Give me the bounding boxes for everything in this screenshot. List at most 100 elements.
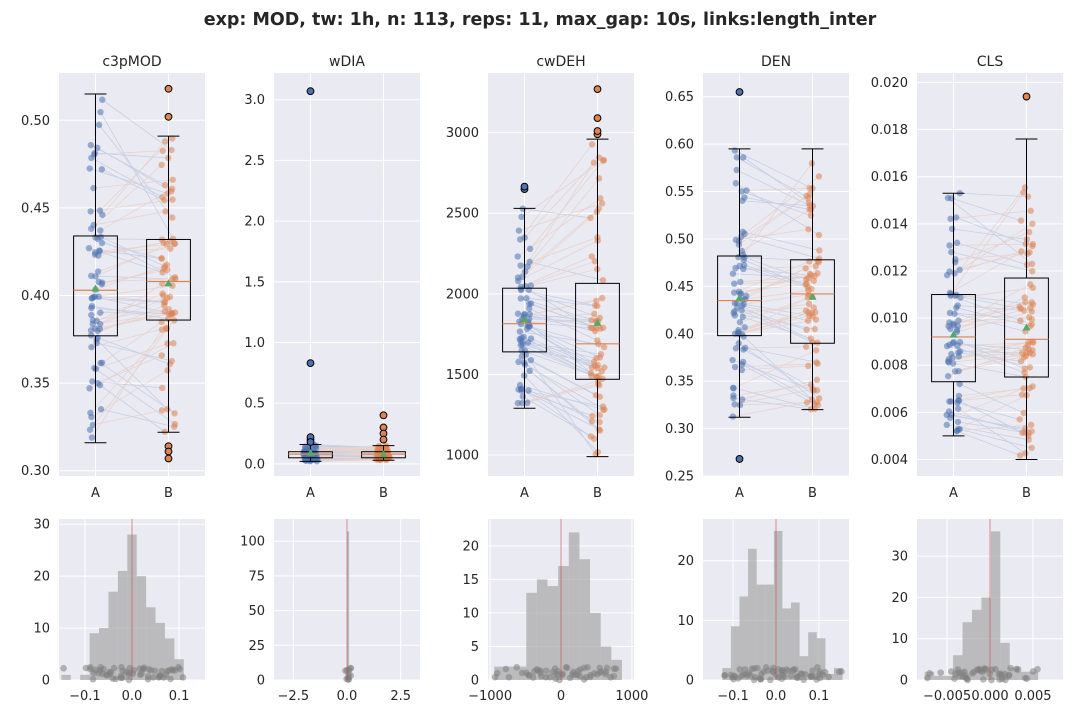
pair-line xyxy=(742,231,820,251)
histogram-bar xyxy=(990,531,1001,680)
point-a xyxy=(739,358,747,366)
boxplot-panel: 0.30 0.35 0.40 0.45 0.50 c3pMOD A B xyxy=(21,54,205,501)
point-a xyxy=(954,405,962,412)
point-b xyxy=(587,214,594,222)
y-tick-label: 0.40 xyxy=(665,327,694,342)
y-tick-label: 1.5 xyxy=(244,275,265,290)
pair-line xyxy=(308,455,382,458)
pair-line xyxy=(529,300,597,315)
pair-line xyxy=(519,331,599,345)
difference-point xyxy=(721,671,729,679)
pair-line xyxy=(738,343,820,399)
x-tick-label: 0.000 xyxy=(971,689,1008,704)
point-b xyxy=(594,380,602,388)
point-b xyxy=(810,304,817,311)
y-tick-label: 15 xyxy=(462,573,479,588)
point-a xyxy=(731,363,739,371)
point-a xyxy=(98,166,106,173)
pair-line xyxy=(315,445,386,449)
pair-line xyxy=(308,445,380,451)
point-a xyxy=(526,245,534,253)
pair-line xyxy=(737,319,817,334)
point-b xyxy=(1020,354,1028,361)
pair-line xyxy=(732,402,808,417)
mean-marker xyxy=(949,330,958,338)
pair-line xyxy=(522,208,591,219)
point-b xyxy=(802,265,809,272)
pair-line xyxy=(100,236,166,267)
pair-line xyxy=(527,178,600,267)
pair-line xyxy=(950,394,1023,402)
point-a xyxy=(519,393,527,400)
point-a xyxy=(946,242,953,249)
point-a xyxy=(943,271,951,279)
x-tick-label: −0.1 xyxy=(69,689,101,704)
mean-marker xyxy=(1022,323,1031,331)
difference-point xyxy=(491,673,499,681)
difference-point xyxy=(937,669,945,676)
point-a xyxy=(527,356,535,364)
point-a xyxy=(86,426,94,433)
point-b xyxy=(167,311,175,318)
pair-line xyxy=(306,448,388,450)
point-b xyxy=(158,352,166,359)
point-b xyxy=(167,245,174,252)
point-b xyxy=(599,276,607,284)
point-a xyxy=(740,256,747,264)
pair-line xyxy=(521,159,605,218)
pair-line xyxy=(957,421,1025,433)
boxplot-panel: 0.25 0.30 0.35 0.40 0.45 0.50 0.55 0.60 0.65 DEN A… xyxy=(665,54,849,501)
y-tick-label: 0.014 xyxy=(871,217,908,232)
point-a xyxy=(739,197,746,204)
pair-line xyxy=(956,430,1021,456)
difference-point xyxy=(529,674,537,681)
x-tick-label: 0.0 xyxy=(337,689,358,704)
pair-line xyxy=(316,445,378,452)
point-a xyxy=(738,188,745,195)
difference-point xyxy=(1007,664,1014,672)
pair-line xyxy=(517,162,595,278)
pair-line xyxy=(100,111,174,239)
point-a xyxy=(95,252,102,259)
mean-marker xyxy=(306,448,315,456)
point-a xyxy=(96,247,103,254)
pair-line xyxy=(95,343,168,370)
pair-line xyxy=(102,141,166,216)
pair-line xyxy=(525,354,597,455)
pair-line xyxy=(95,312,173,329)
x-tick-label: A xyxy=(520,486,529,501)
pair-line xyxy=(958,355,1026,372)
point-b xyxy=(1026,249,1033,256)
point-a xyxy=(85,244,93,252)
pair-line xyxy=(307,452,386,454)
difference-point xyxy=(125,669,132,677)
point-b xyxy=(1020,385,1027,392)
y-tick-label: 1000 xyxy=(446,449,479,464)
difference-point xyxy=(97,664,105,671)
histogram-bar xyxy=(579,559,591,680)
point-a xyxy=(517,295,525,302)
panel-title: wDIA xyxy=(329,54,365,70)
outlier xyxy=(164,112,173,121)
point-a xyxy=(521,310,528,318)
point-a xyxy=(956,266,963,274)
point-b xyxy=(1022,425,1029,432)
histogram-panel: 0 10 20 −0.1 0.0 0.1 xyxy=(677,519,849,704)
point-a xyxy=(94,327,101,334)
pair-line xyxy=(738,310,807,333)
pair-line xyxy=(743,294,809,305)
histogram-bar xyxy=(164,638,175,680)
point-b xyxy=(1024,193,1032,200)
pair-line xyxy=(521,388,595,440)
difference-point xyxy=(175,663,182,671)
histogram-bar xyxy=(80,674,90,680)
difference-point xyxy=(60,664,67,672)
pair-line xyxy=(94,296,173,315)
point-a xyxy=(525,387,532,394)
point-b xyxy=(813,376,821,384)
difference-point xyxy=(587,671,594,679)
point-b xyxy=(160,299,168,306)
difference-point xyxy=(800,676,807,684)
point-a xyxy=(87,327,95,334)
pair-line xyxy=(732,273,809,279)
